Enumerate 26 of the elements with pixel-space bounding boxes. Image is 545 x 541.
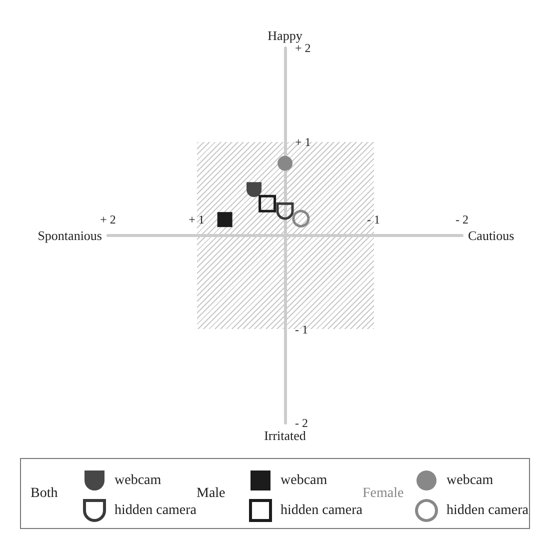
point: [292, 210, 310, 228]
point: [217, 212, 232, 228]
legend-label: webcam: [280, 473, 328, 488]
text: Irritated: [264, 428, 306, 443]
text: Both: [30, 486, 58, 501]
text: Female: [362, 486, 404, 501]
legend-label: webcam: [114, 473, 162, 488]
text: Happy: [268, 28, 303, 43]
x-tick-label: + 1: [188, 212, 204, 226]
legend-label: webcam: [446, 473, 494, 488]
legend-label: hidden camera: [114, 503, 198, 518]
x-tick-label: - 2: [456, 212, 468, 226]
text: Cautious: [468, 228, 514, 243]
y-tick-label: - 2: [295, 416, 308, 430]
point: [246, 182, 262, 198]
y-tick-label: - 1: [295, 322, 308, 336]
x-tick-label: - 1: [367, 212, 380, 226]
y-tick-label: + 1: [295, 134, 311, 149]
point: [276, 202, 294, 220]
text: Male: [196, 486, 226, 501]
point: [278, 156, 292, 171]
x-tick-label: + 2: [100, 212, 116, 226]
legend-label: hidden camera: [446, 503, 530, 518]
text: Spontanious: [38, 228, 102, 243]
point: [258, 194, 276, 212]
legend-label: hidden camera: [280, 503, 364, 518]
